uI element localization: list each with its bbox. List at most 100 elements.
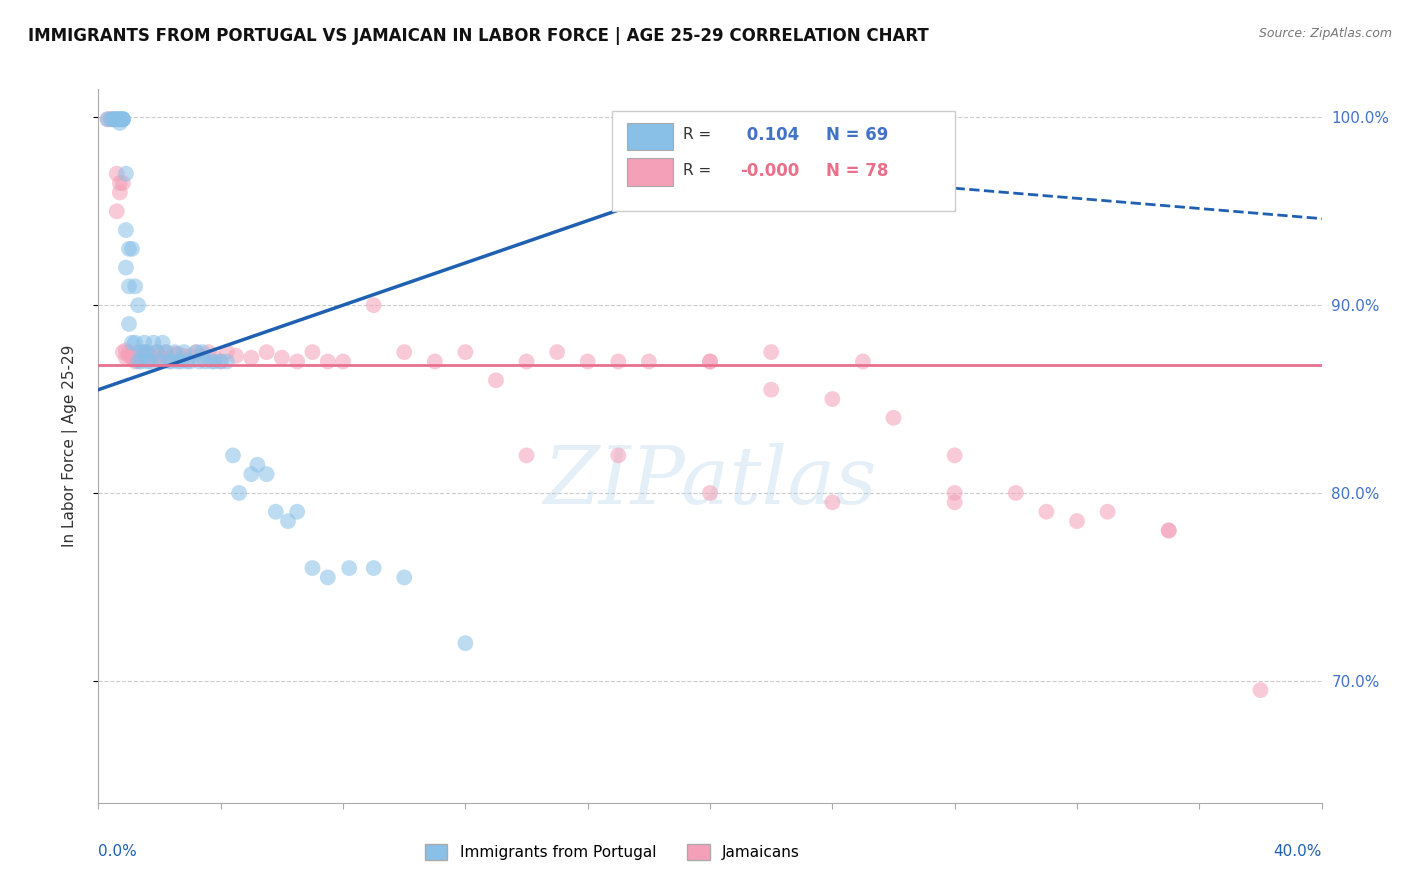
Point bbox=[228, 486, 250, 500]
Point bbox=[191, 345, 214, 359]
Point bbox=[759, 383, 782, 397]
Text: 40.0%: 40.0% bbox=[1274, 844, 1322, 859]
Point bbox=[111, 112, 134, 127]
Point bbox=[134, 335, 156, 350]
Point bbox=[200, 354, 222, 368]
Point bbox=[637, 354, 661, 368]
Point bbox=[852, 354, 875, 368]
Text: IMMIGRANTS FROM PORTUGAL VS JAMAICAN IN LABOR FORCE | AGE 25-29 CORRELATION CHAR: IMMIGRANTS FROM PORTUGAL VS JAMAICAN IN … bbox=[28, 27, 929, 45]
Point bbox=[118, 242, 141, 256]
Point bbox=[516, 449, 538, 463]
Point bbox=[167, 354, 190, 368]
Point bbox=[136, 347, 159, 361]
Point bbox=[111, 112, 134, 127]
Point bbox=[105, 167, 128, 181]
Text: R =: R = bbox=[683, 163, 711, 178]
Point bbox=[546, 345, 568, 359]
Point bbox=[139, 354, 162, 368]
Point bbox=[301, 345, 323, 359]
Point bbox=[943, 486, 966, 500]
Point bbox=[270, 351, 292, 365]
Point bbox=[111, 345, 134, 359]
Point bbox=[105, 112, 128, 127]
Point bbox=[134, 349, 156, 363]
Point bbox=[225, 349, 247, 363]
Point bbox=[1249, 683, 1271, 698]
Point bbox=[121, 335, 143, 350]
Text: 0.104: 0.104 bbox=[741, 126, 799, 144]
Point bbox=[108, 112, 131, 127]
Point bbox=[163, 345, 186, 359]
Point bbox=[516, 354, 538, 368]
Point bbox=[118, 279, 141, 293]
Point bbox=[363, 298, 385, 312]
Point bbox=[1157, 524, 1180, 538]
Point bbox=[111, 112, 134, 127]
Point bbox=[111, 176, 134, 190]
Point bbox=[129, 354, 152, 368]
Point bbox=[163, 347, 186, 361]
Point bbox=[392, 345, 416, 359]
Point bbox=[124, 279, 146, 293]
Point bbox=[943, 495, 966, 509]
Point bbox=[121, 242, 143, 256]
Point bbox=[454, 345, 477, 359]
Point bbox=[105, 112, 128, 127]
Point bbox=[204, 354, 226, 368]
Point bbox=[1066, 514, 1088, 528]
Point bbox=[115, 260, 138, 275]
Point bbox=[129, 345, 152, 359]
Point bbox=[256, 345, 278, 359]
Point bbox=[124, 354, 146, 368]
Point bbox=[152, 335, 174, 350]
Point bbox=[454, 636, 477, 650]
Y-axis label: In Labor Force | Age 25-29: In Labor Force | Age 25-29 bbox=[62, 345, 77, 547]
Point bbox=[759, 345, 782, 359]
Point bbox=[173, 345, 195, 359]
Point bbox=[607, 354, 630, 368]
Legend: Immigrants from Portugal, Jamaicans: Immigrants from Portugal, Jamaicans bbox=[419, 838, 806, 866]
Point bbox=[576, 354, 599, 368]
Point bbox=[105, 204, 128, 219]
Point bbox=[240, 351, 263, 365]
Point bbox=[118, 317, 141, 331]
Point bbox=[152, 351, 174, 365]
Point bbox=[149, 354, 172, 368]
Point bbox=[699, 354, 721, 368]
Point bbox=[155, 345, 177, 359]
Point bbox=[134, 345, 156, 359]
Point bbox=[108, 112, 131, 127]
Point bbox=[186, 345, 208, 359]
Point bbox=[118, 349, 141, 363]
Point bbox=[1157, 524, 1180, 538]
Point bbox=[821, 392, 844, 406]
Point bbox=[883, 410, 905, 425]
Point bbox=[188, 354, 211, 368]
Point bbox=[149, 349, 172, 363]
Point bbox=[943, 449, 966, 463]
Point bbox=[108, 186, 131, 200]
Point bbox=[124, 335, 146, 350]
Point bbox=[142, 335, 165, 350]
Point bbox=[485, 373, 508, 387]
Point bbox=[191, 349, 214, 363]
Point bbox=[115, 351, 138, 365]
Point bbox=[285, 354, 308, 368]
Point bbox=[100, 112, 122, 127]
Point bbox=[129, 351, 152, 365]
Point bbox=[179, 354, 201, 368]
Point bbox=[160, 354, 183, 368]
Point bbox=[194, 354, 217, 368]
Point bbox=[264, 505, 287, 519]
Point bbox=[157, 354, 180, 368]
Point bbox=[607, 449, 630, 463]
Point bbox=[111, 112, 134, 127]
Text: 0.0%: 0.0% bbox=[98, 844, 138, 859]
Point bbox=[103, 112, 125, 127]
Point bbox=[115, 167, 138, 181]
Point bbox=[1035, 505, 1057, 519]
Point bbox=[332, 354, 354, 368]
Point bbox=[118, 345, 141, 359]
FancyBboxPatch shape bbox=[612, 111, 955, 211]
FancyBboxPatch shape bbox=[627, 159, 673, 186]
